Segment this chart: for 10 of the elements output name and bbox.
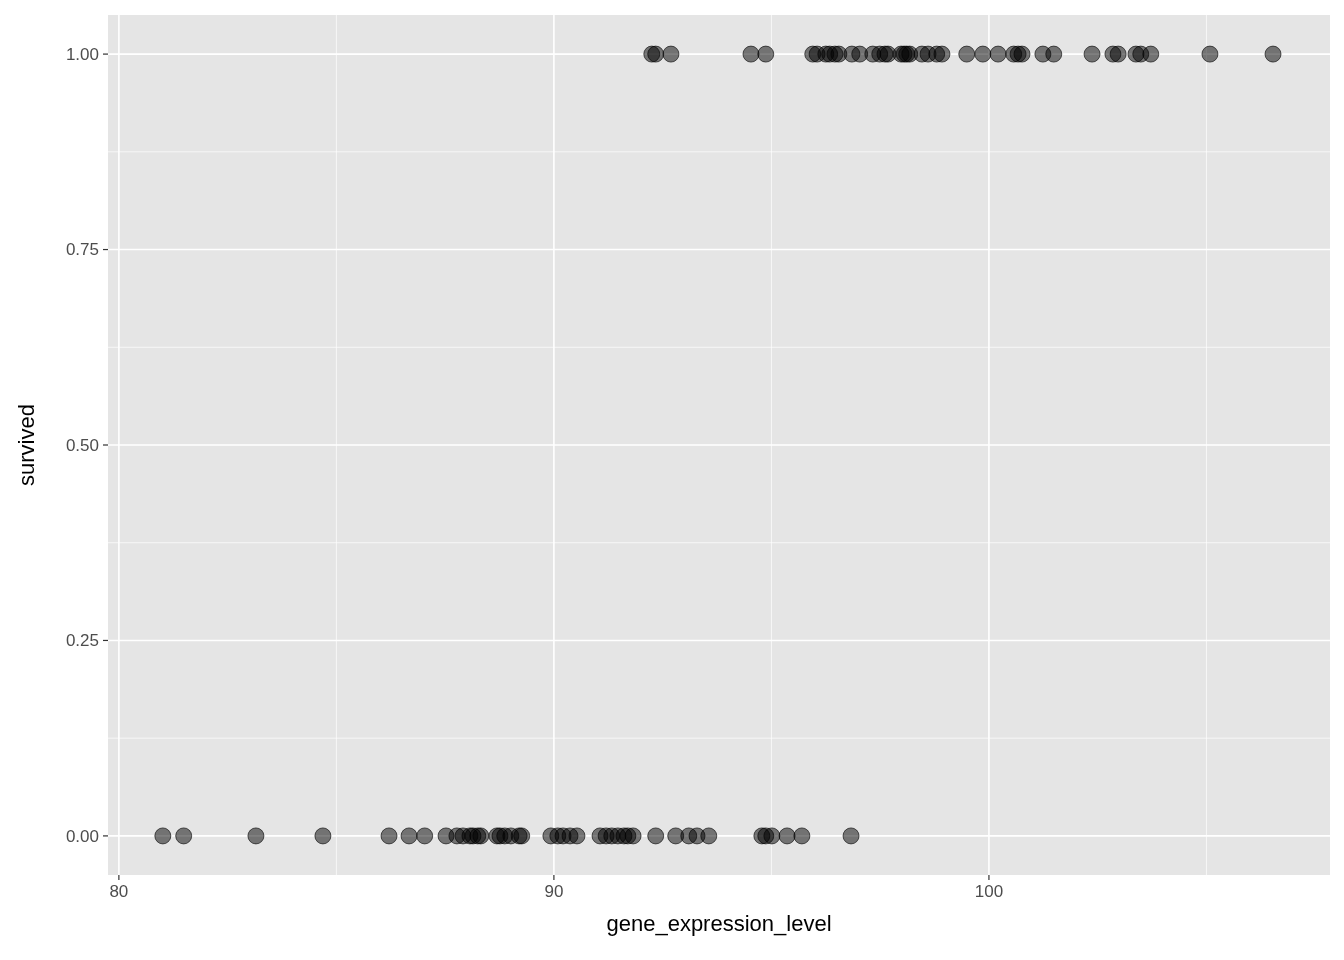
- y-axis-title: survived: [14, 404, 39, 486]
- y-tick-label: 0.00: [65, 826, 99, 846]
- y-tick-label: 1.00: [65, 45, 99, 65]
- y-tick-label: 0.75: [65, 240, 99, 260]
- x-tick-label: 100: [974, 882, 1004, 901]
- x-tick-label: 80: [109, 882, 129, 901]
- x-axis-title: gene_expression_level: [606, 911, 832, 936]
- x-tick-label: 90: [544, 882, 564, 901]
- y-tick-label: 0.50: [65, 435, 99, 455]
- y-tick-label: 0.25: [65, 631, 99, 651]
